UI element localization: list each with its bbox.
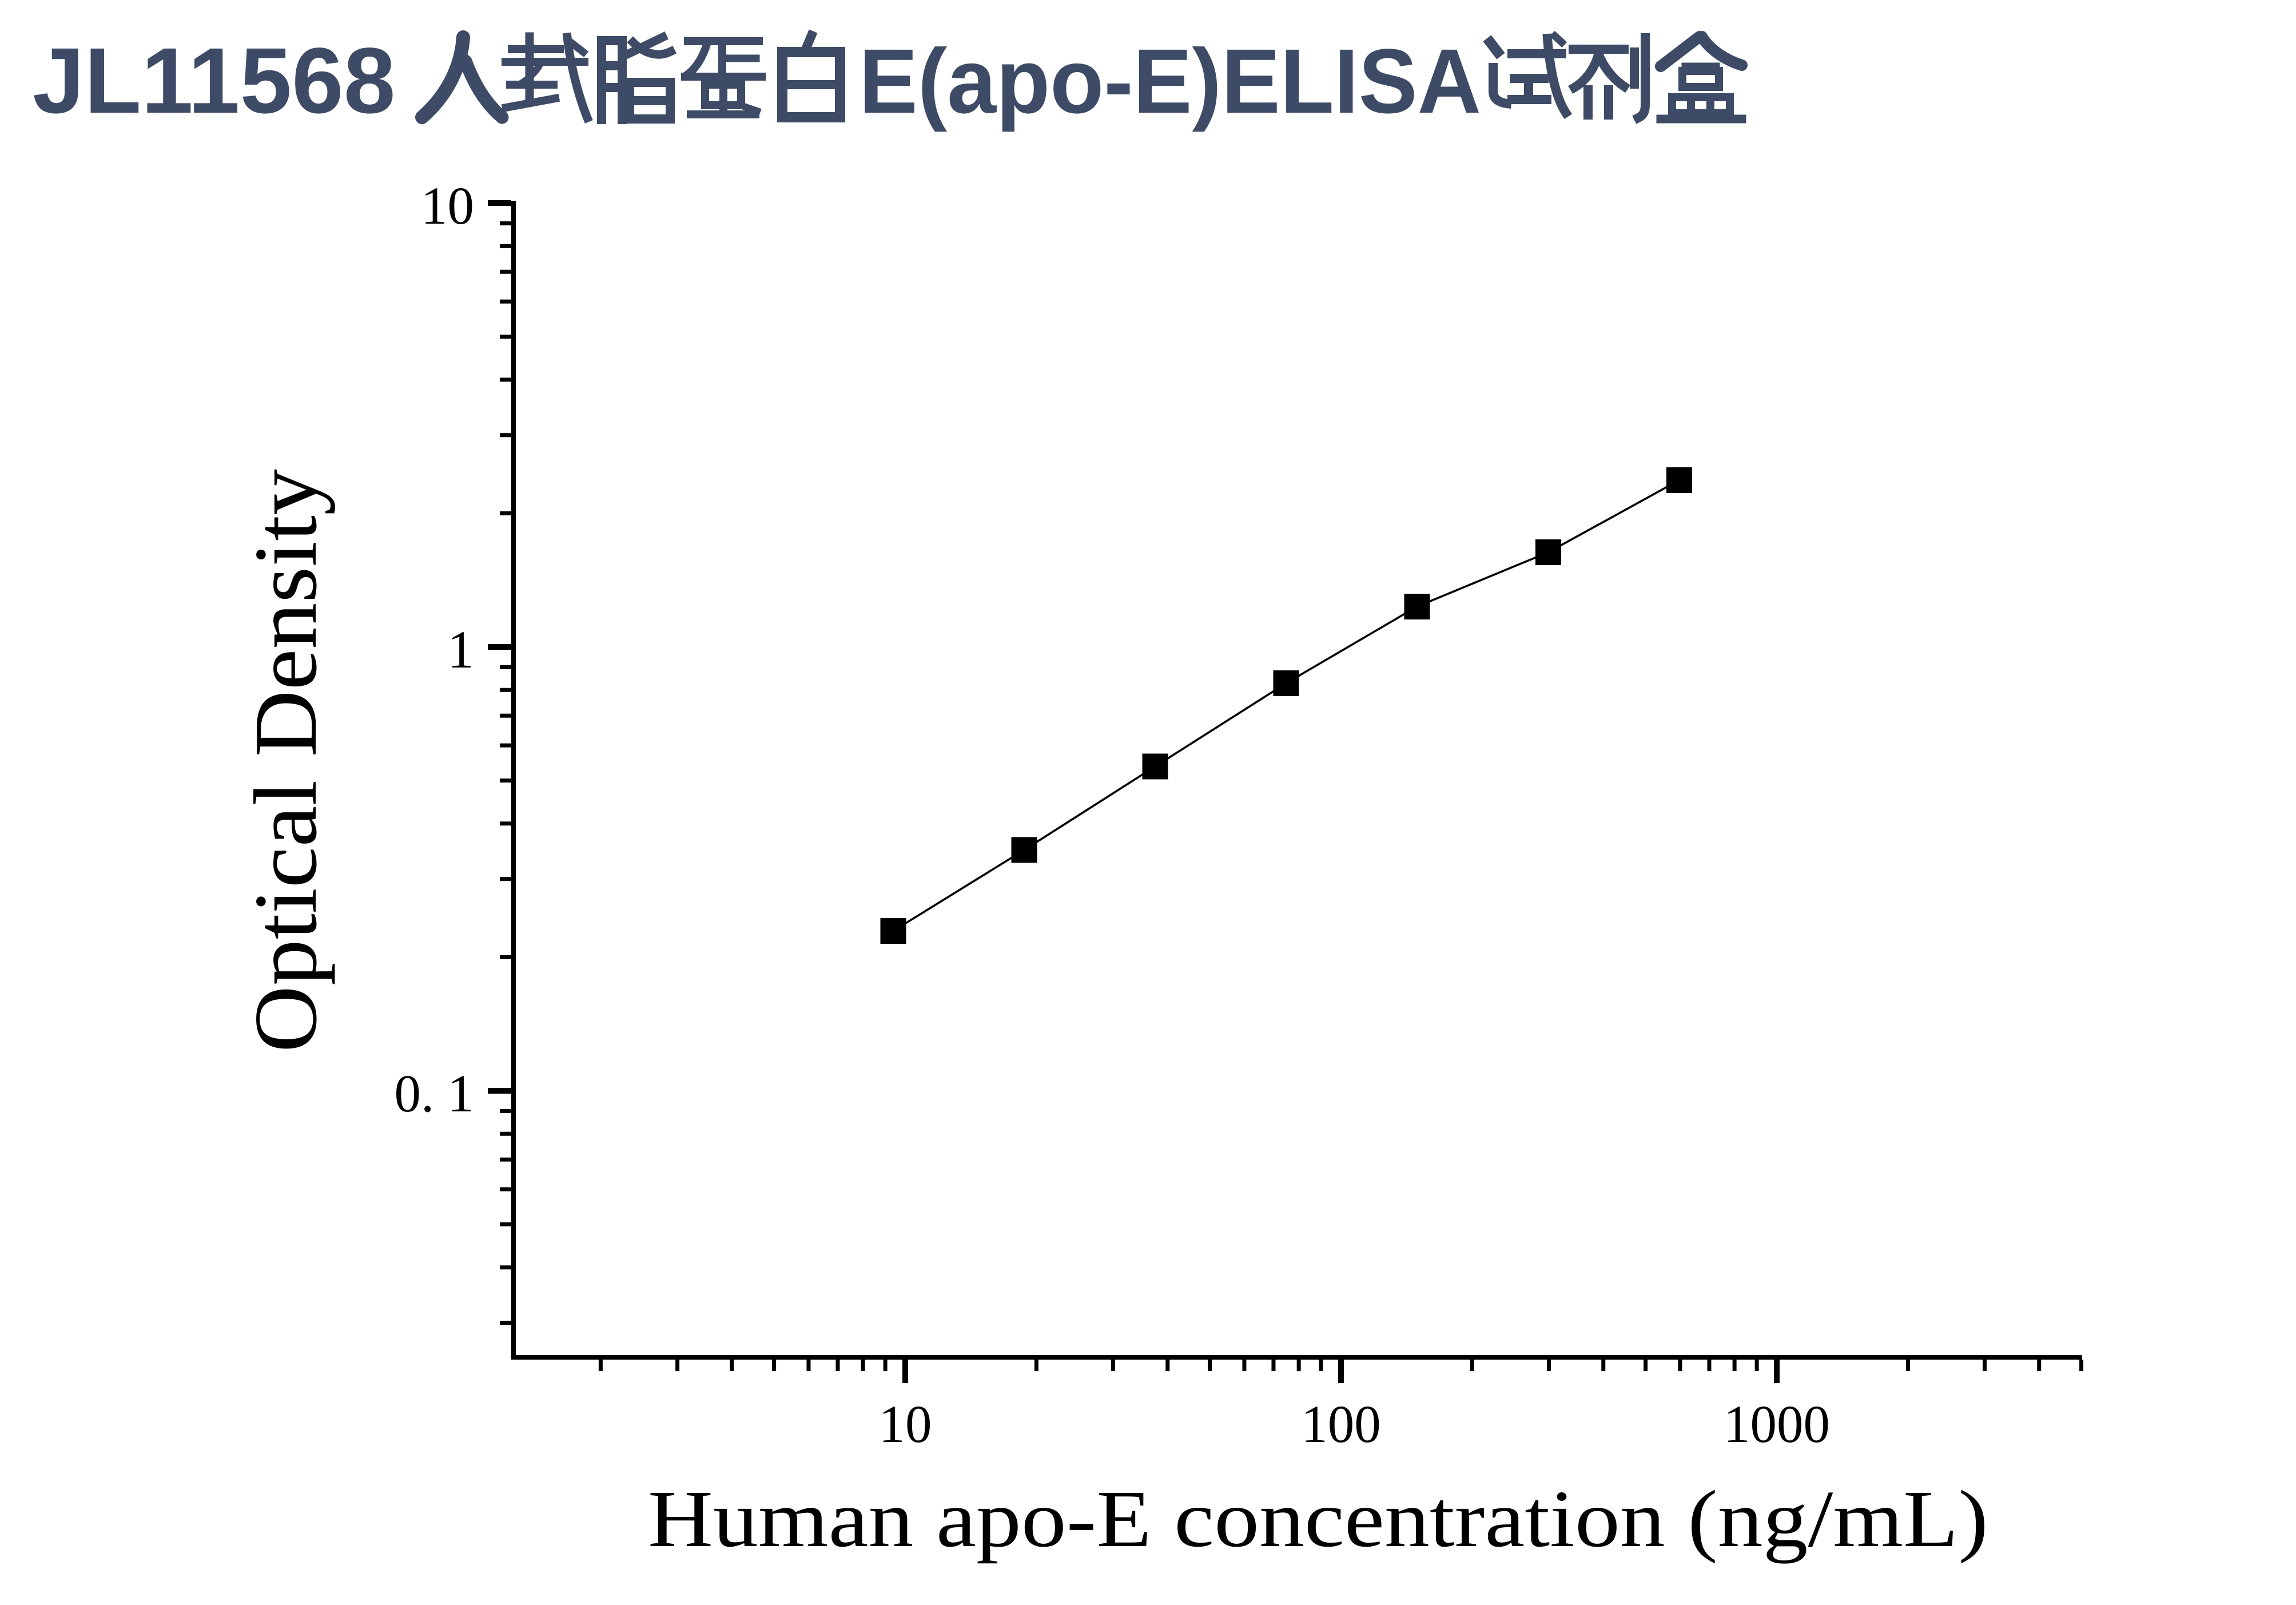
svg-text:10: 10 <box>879 1395 932 1454</box>
svg-text:JL11568: JL11568 <box>33 28 396 133</box>
svg-text:1000: 1000 <box>1724 1395 1830 1454</box>
svg-text:0. 1: 0. 1 <box>395 1064 475 1123</box>
svg-text:10: 10 <box>421 177 474 236</box>
svg-text:100: 100 <box>1301 1395 1381 1454</box>
svg-text:1: 1 <box>448 621 475 680</box>
svg-text:Human apo-E concentration (ng/: Human apo-E concentration (ng/mL) <box>648 1473 1988 1564</box>
svg-text:Optical Density: Optical Density <box>236 469 335 1052</box>
svg-text:E(apo-E)ELISA: E(apo-E)ELISA <box>859 30 1481 132</box>
